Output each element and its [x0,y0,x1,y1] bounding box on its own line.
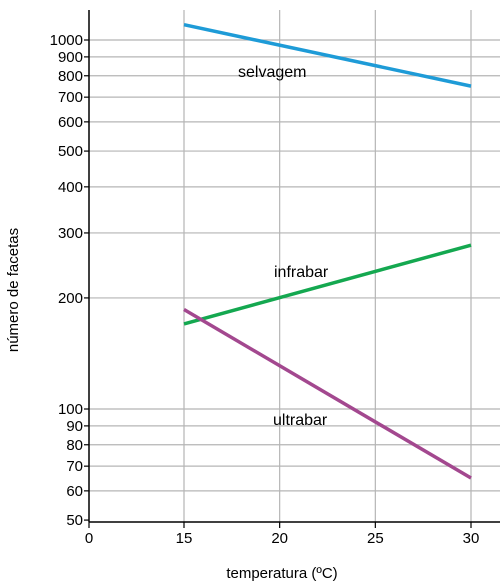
y-tick-label: 600 [58,114,83,131]
series-lines [183,23,472,480]
y-tick-label: 500 [58,143,83,160]
y-tick-label: 1000 [50,32,83,49]
series-label-ultrabar: ultrabar [273,412,328,429]
y-axis-label: número de facetas [5,228,22,352]
x-tick-label: 25 [367,530,384,547]
y-tick-label: 90 [66,418,83,435]
y-tick-label: 800 [58,68,83,85]
y-tick-label: 70 [66,458,83,475]
x-tick-label: 30 [463,530,480,547]
series-line-ultrabar [183,308,472,480]
series-line-infrabar [183,243,472,326]
y-tick-label: 60 [66,483,83,500]
series-line-selvagem [183,23,472,88]
x-tick-label: 15 [176,530,193,547]
series-label-infrabar: infrabar [274,264,329,281]
series-labels: selvagem infrabar ultrabar [238,64,329,429]
y-tick-label: 300 [58,225,83,242]
axes [84,10,500,528]
x-tick-label: 20 [271,530,288,547]
y-tick-label: 200 [58,290,83,307]
x-tick-label: 0 [85,530,93,547]
grid [89,10,500,522]
y-tick-label: 50 [66,512,83,529]
series-label-selvagem: selvagem [238,64,306,81]
y-tick-label: 100 [58,401,83,418]
y-tick-label: 700 [58,89,83,106]
y-tick-label: 400 [58,179,83,196]
y-tick-label: 900 [58,49,83,66]
x-axis-label: temperatura (ºC) [226,565,337,582]
y-tick-label: 80 [66,437,83,454]
